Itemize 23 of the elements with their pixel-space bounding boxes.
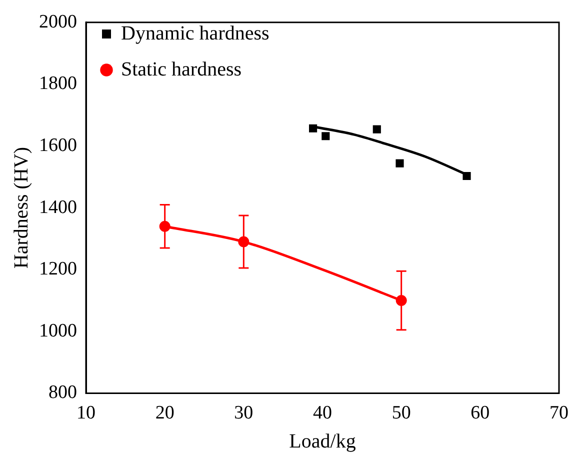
point xyxy=(396,159,404,168)
x-axis-title: Load/kg xyxy=(289,430,356,452)
y-tick-label: 1000 xyxy=(39,320,77,342)
y-axis-title: Hardness (HV) xyxy=(10,146,32,269)
x-tick-label: 30 xyxy=(234,402,254,424)
x-tick-label: 20 xyxy=(155,402,174,424)
x-tick-label: 60 xyxy=(470,402,490,424)
x-tick-label: 50 xyxy=(392,402,411,424)
point xyxy=(462,172,471,180)
point xyxy=(309,124,318,132)
x-tick-label: 40 xyxy=(313,402,332,424)
y-tick-label: 1800 xyxy=(39,73,77,94)
legend-label: Static hardness xyxy=(121,58,242,80)
point xyxy=(322,132,330,140)
y-tick-label: 1400 xyxy=(39,196,77,218)
y-tick-label: 800 xyxy=(48,382,77,404)
y-tick-label: 1200 xyxy=(39,258,77,280)
y-tick-label: 1600 xyxy=(39,134,77,156)
legend-label: Dynamic hardness xyxy=(121,22,270,44)
y-tick-label: 2000 xyxy=(39,11,77,32)
point xyxy=(372,125,381,134)
x-tick-label: 70 xyxy=(550,402,568,424)
x-tick-label: 10 xyxy=(76,402,96,424)
